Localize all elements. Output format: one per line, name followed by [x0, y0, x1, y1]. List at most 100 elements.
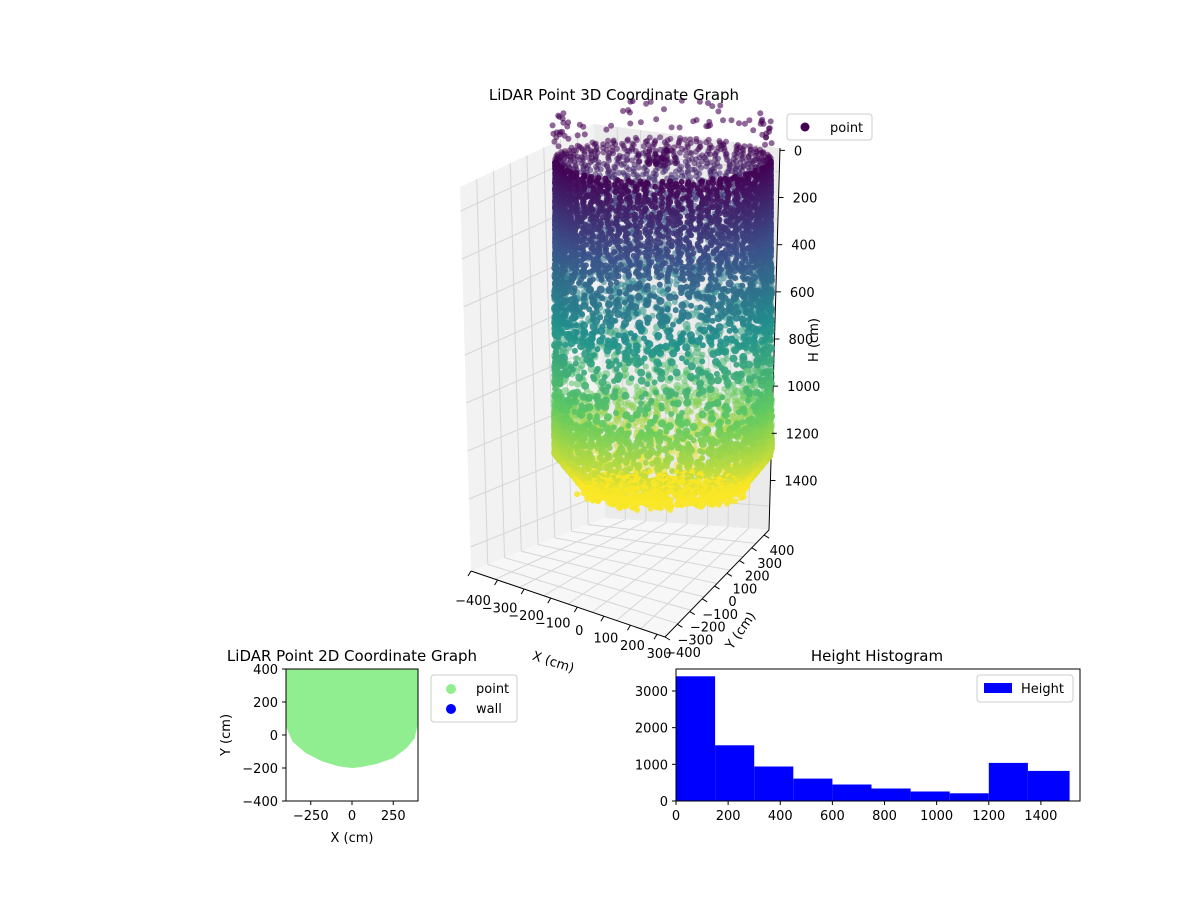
- scatter3d-point: [656, 274, 663, 281]
- scatter3d-point: [651, 238, 658, 245]
- scatter3d-point: [651, 293, 658, 300]
- scatter3d-point: [585, 223, 592, 230]
- scatter3d-point: [763, 134, 769, 141]
- grid-left-v: [526, 155, 539, 545]
- scatter3d-point: [624, 137, 631, 144]
- scatter3d-panel: −400−300−200−1000100200300−400−300−200−1…: [455, 86, 873, 676]
- scatter3d-point: [680, 277, 687, 283]
- scatter3d-point: [625, 284, 634, 292]
- scatter3d-point: [692, 356, 701, 365]
- scatter3d-point: [712, 277, 719, 283]
- scatter3d-point: [620, 108, 626, 114]
- scatter3d-point: [603, 126, 610, 133]
- scatter3d-point: [618, 161, 625, 168]
- scatter3d-point: [694, 273, 701, 280]
- scatter3d-point: [626, 109, 633, 116]
- scatter3d-point: [551, 138, 558, 145]
- scatter3d-point: [724, 388, 731, 395]
- scatter3d-point: [637, 119, 644, 126]
- scatter3d-point: [580, 123, 587, 130]
- scatter3d-point: [581, 131, 588, 138]
- scatter3d-point: [757, 110, 764, 117]
- scatter3d-point: [549, 122, 556, 129]
- grid-floor-b: [571, 530, 744, 558]
- scatter3d-point: [684, 247, 691, 254]
- scatter3d-point: [692, 453, 699, 459]
- scatter3d-point: [704, 234, 711, 240]
- scatter3d-point: [625, 166, 632, 173]
- scatter3d-point: [707, 219, 714, 226]
- scatter3d-point: [750, 127, 757, 134]
- scatter3d-point: [668, 124, 675, 131]
- scatter3d-point: [671, 298, 678, 305]
- grid-left-v: [543, 147, 556, 538]
- scatter3d-point: [692, 196, 699, 203]
- scatter3d-point: [586, 285, 594, 294]
- scatter3d-point: [636, 273, 643, 280]
- scatter3d-point: [731, 268, 738, 275]
- scatter3d-point: [703, 163, 710, 170]
- scatter3d-point: [561, 267, 568, 274]
- grid-floor-a: [616, 526, 729, 621]
- scatter3d-point: [747, 269, 754, 276]
- scatter3d-point: [716, 271, 722, 278]
- scatter3d-point: [608, 232, 615, 239]
- scatter3d-point: [600, 149, 607, 156]
- scatter3d-point: [604, 142, 611, 149]
- scatter3d-point: [700, 269, 707, 276]
- scatter3d-point: [632, 232, 639, 239]
- scatter3d-point: [666, 293, 674, 302]
- scatter3d-point: [627, 120, 634, 127]
- scatter3d-point: [614, 145, 620, 152]
- scatter3d-point: [719, 286, 726, 293]
- scatter3d-point: [681, 136, 688, 143]
- scatter3d-point: [722, 235, 729, 242]
- scatter3d-point: [668, 415, 674, 422]
- scatter3d-point: [623, 290, 629, 297]
- scatter3d-point: [670, 222, 677, 229]
- scatter3d-point: [642, 363, 649, 370]
- scatter3d-point: [690, 250, 697, 257]
- scatter3d-point: [613, 279, 620, 286]
- scatter3d-point: [732, 275, 739, 282]
- scatter3d-point: [673, 267, 679, 274]
- scatter3d-point: [768, 140, 775, 147]
- scatter3d-point: [725, 279, 734, 288]
- scatter3d-point: [605, 137, 611, 144]
- scatter3d-point: [632, 188, 639, 195]
- scatter3d-point: [574, 132, 581, 139]
- scatter3d-point: [720, 275, 727, 282]
- scatter3d-point: [576, 279, 582, 286]
- scatter3d-point: [718, 198, 725, 205]
- scatter3d-point: [625, 273, 632, 280]
- scatter3d-point: [709, 103, 716, 110]
- scatter3d-point: [668, 243, 675, 250]
- scatter3d-point: [628, 179, 635, 186]
- scatter3d-point: [628, 157, 635, 164]
- grid-left-v: [493, 171, 505, 558]
- scatter3d-point: [640, 143, 647, 150]
- grid-floor-a: [591, 525, 708, 613]
- scatter3d-point: [698, 181, 705, 188]
- scatter3d-point: [607, 281, 614, 287]
- scatter3d-point: [684, 213, 691, 220]
- scatter3d-point: [597, 166, 604, 173]
- scatter3d-point: [692, 403, 699, 410]
- scatter3d-point: [699, 275, 706, 282]
- scatter3d-point: [616, 290, 623, 297]
- scatter3d-point: [718, 184, 725, 191]
- scatter3d-point: [672, 408, 679, 415]
- scatter3d-point: [617, 246, 624, 253]
- grid-floor-b: [537, 544, 718, 584]
- scatter3d-point: [646, 275, 653, 282]
- scatter3d-point: [612, 189, 619, 195]
- scatter3d-point: [705, 179, 712, 186]
- scatter3d-point: [582, 281, 589, 288]
- scatter3d-point: [560, 110, 567, 117]
- scatter3d-point: [661, 106, 667, 113]
- scatter3d-point: [638, 213, 645, 220]
- scatter3d-point: [565, 135, 572, 142]
- scatter3d-point: [657, 134, 664, 141]
- scatter3d-point: [633, 137, 640, 143]
- scatter3d-point: [608, 122, 615, 129]
